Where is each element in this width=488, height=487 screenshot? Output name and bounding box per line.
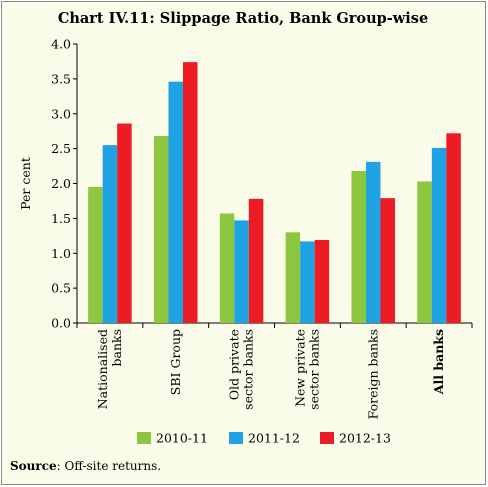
bar-2010-11-0 (88, 186, 103, 323)
y-axis-label: Per cent (18, 157, 33, 210)
legend-label: 2012-13 (339, 431, 391, 446)
bar-2010-11-4 (351, 170, 366, 323)
bar-2012-13-4 (380, 198, 395, 323)
y-tick-label: 1.5 (51, 211, 71, 226)
bar-2012-13-0 (117, 123, 132, 323)
category-label: All banks (431, 329, 446, 395)
bar-2011-12-5 (431, 147, 447, 323)
category-label: sector banks (241, 329, 256, 410)
source-label: Source (10, 459, 57, 473)
category-label: banks (109, 329, 124, 367)
category-label: New private (292, 329, 307, 407)
source-note: Source: Off-site returns. (10, 459, 161, 473)
legend-swatch (229, 432, 243, 444)
bar-2012-13-3 (314, 239, 330, 323)
legend-label: 2011-12 (248, 431, 300, 446)
bar-2012-13-1 (183, 62, 198, 323)
y-tick-label: 3.5 (51, 71, 71, 86)
source-text: : Off-site returns. (56, 459, 162, 473)
category-label: Old private (227, 329, 242, 400)
bar-2011-12-4 (366, 161, 381, 323)
legend-swatch (320, 432, 334, 444)
y-tick-label: 1.0 (51, 246, 71, 261)
bar-2011-12-2 (234, 220, 249, 323)
y-tick-label: 0.5 (51, 281, 71, 296)
y-tick-label: 0.0 (51, 316, 71, 331)
bar-2010-11-2 (219, 213, 235, 323)
category-label: SBI Group (168, 329, 183, 395)
bar-2012-13-5 (446, 133, 461, 323)
legend-label: 2010-11 (156, 431, 208, 446)
bar-2011-12-3 (300, 241, 315, 323)
bar-2010-11-5 (417, 181, 432, 323)
chart-title: Chart IV.11: Slippage Ratio, Bank Group-… (57, 10, 429, 27)
y-tick-label: 3.0 (51, 106, 71, 121)
category-label: Foreign banks (365, 329, 380, 419)
y-tick-label: 4.0 (51, 37, 71, 52)
bar-2011-12-0 (102, 145, 118, 323)
bar-2011-12-1 (168, 81, 183, 323)
bar-2012-13-2 (248, 198, 264, 323)
category-label: Nationalised (95, 329, 110, 409)
category-label: sector banks (306, 329, 321, 410)
bar-2010-11-3 (285, 232, 301, 323)
y-tick-label: 2.5 (51, 141, 71, 156)
y-tick-label: 2.0 (51, 176, 71, 191)
bar-2010-11-1 (154, 136, 169, 323)
legend-swatch (137, 432, 151, 444)
